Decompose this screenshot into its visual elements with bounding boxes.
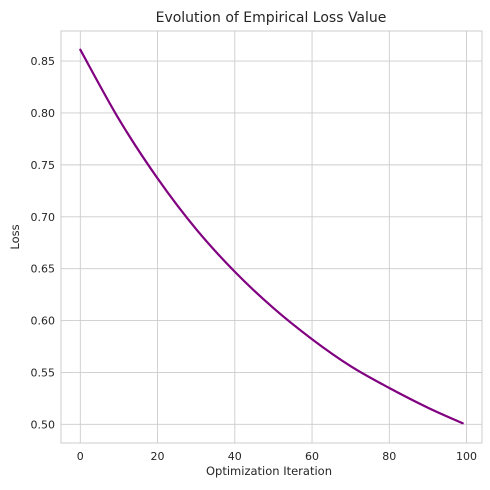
chart-title: Evolution of Empirical Loss Value	[156, 10, 387, 26]
y-tick-label: 0.80	[31, 107, 56, 120]
plot-frame	[60, 30, 483, 444]
tick-layer: 0 20 40 60 80 100 0.50 0.55 0.60 0.65 0.70 0.75 0.80…	[31, 55, 478, 463]
grid-layer	[61, 31, 482, 443]
x-tick-label: 80	[382, 450, 396, 463]
y-tick-label: 0.75	[31, 159, 56, 172]
series-layer	[79, 48, 464, 425]
x-tick-label: 100	[456, 450, 477, 463]
x-tick-label: 60	[305, 450, 319, 463]
x-axis-label: Optimization Iteration	[206, 464, 332, 478]
y-tick-label: 0.70	[31, 211, 56, 224]
y-tick-label: 0.50	[31, 418, 56, 431]
y-tick-label: 0.65	[31, 263, 56, 276]
y-tick-label: 0.55	[31, 366, 56, 379]
x-tick-label: 0	[77, 450, 84, 463]
y-tick-label: 0.85	[31, 55, 56, 68]
loss-series-line	[79, 48, 464, 425]
y-tick-label: 0.60	[31, 315, 56, 328]
y-axis-label: Loss	[8, 224, 22, 249]
x-tick-label: 40	[228, 450, 242, 463]
x-tick-label: 20	[151, 450, 165, 463]
